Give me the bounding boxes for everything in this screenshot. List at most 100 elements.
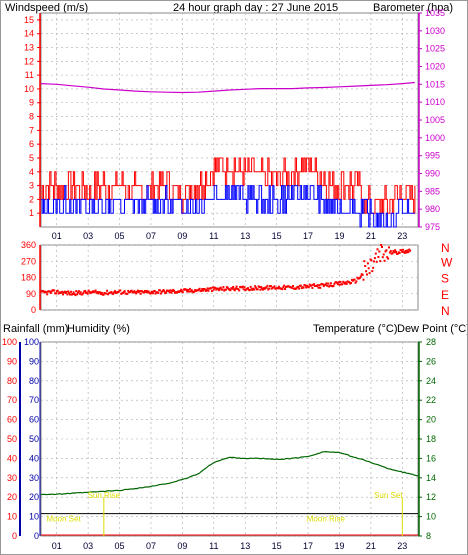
direction-point	[217, 287, 220, 290]
direction-point	[388, 251, 391, 254]
windspeed-label: Windspeed (m/s)	[5, 2, 88, 14]
wind-y-tick-label: 6	[29, 139, 34, 149]
compass-label: N	[441, 304, 450, 318]
direction-point	[321, 283, 324, 286]
temp-y-tick-label: 26	[426, 356, 436, 366]
direction-point	[122, 291, 125, 294]
direction-point	[151, 292, 154, 295]
direction-point	[329, 282, 332, 285]
direction-point	[329, 284, 331, 287]
direction-point	[136, 289, 139, 292]
direction-point	[295, 287, 298, 290]
direction-point	[362, 278, 365, 281]
wind-y-tick-label: 14	[24, 29, 34, 39]
direction-point	[100, 291, 103, 294]
baro-y-tick-label: 990	[425, 169, 440, 179]
x-tick-label: 07	[146, 231, 156, 241]
x-tick-label: 21	[366, 231, 376, 241]
direction-point	[247, 287, 249, 290]
direction-point	[163, 290, 166, 293]
direction-point	[94, 289, 97, 292]
x-tick-label: 23	[397, 231, 407, 241]
rain-y-tick-label: 60	[7, 415, 17, 425]
direction-point	[165, 291, 168, 294]
direction-point	[64, 292, 67, 294]
x-tick-label: 19	[334, 231, 344, 241]
direction-point	[168, 291, 171, 294]
direction-y-tick-label: 270	[21, 256, 36, 266]
direction-point	[61, 290, 64, 293]
dewpoint-label: Dew Point (°C)	[397, 323, 467, 335]
direction-point	[78, 292, 81, 295]
direction-point	[407, 251, 410, 254]
direction-point	[157, 291, 160, 294]
wind-y-tick-label: 15	[24, 15, 34, 25]
direction-point	[77, 291, 79, 294]
direction-point	[79, 291, 82, 294]
temperature-label: Temperature (°C)	[313, 323, 397, 335]
temp-y-tick-label: 12	[426, 492, 436, 502]
direction-point	[242, 288, 245, 291]
direction-point	[188, 287, 191, 290]
baro-y-tick-label: 1025	[425, 44, 445, 54]
direction-point	[368, 272, 371, 275]
wind-y-tick-label: 2	[29, 194, 34, 204]
direction-point	[375, 260, 378, 263]
baro-y-tick-label: 1035	[425, 8, 445, 18]
rain-y-tick-label: 30	[7, 473, 17, 483]
direction-point	[56, 289, 59, 292]
direction-point	[299, 284, 302, 287]
humidity-y-tick-label: 30	[29, 473, 39, 483]
direction-point	[382, 253, 385, 256]
direction-point	[133, 290, 136, 293]
direction-point	[203, 288, 206, 291]
x-tick-label: 07	[146, 541, 156, 551]
direction-point	[332, 285, 335, 287]
x-tick-label: 17	[303, 231, 313, 241]
direction-point	[355, 280, 358, 283]
rain-y-tick-label: 10	[7, 512, 17, 522]
direction-point	[269, 285, 272, 288]
wind-y-tick-label: 13	[24, 43, 34, 53]
direction-point	[317, 286, 320, 289]
temp-y-tick-label: 14	[426, 473, 436, 483]
direction-point	[377, 256, 380, 258]
direction-point	[313, 283, 316, 286]
direction-point	[367, 267, 370, 270]
direction-point	[291, 286, 294, 289]
direction-point	[211, 286, 214, 289]
direction-point	[408, 248, 411, 251]
direction-point	[201, 288, 204, 290]
direction-point	[225, 288, 227, 291]
rainfall-label: Rainfall (mm)	[3, 323, 68, 335]
direction-point	[210, 287, 212, 290]
direction-point	[374, 252, 377, 255]
humidity-y-tick-label: 90	[29, 356, 39, 366]
direction-point	[126, 292, 129, 295]
direction-point	[273, 285, 276, 288]
direction-point	[159, 292, 162, 295]
direction-point	[386, 256, 389, 259]
humidity-label: Humidity (%)	[67, 323, 130, 335]
humidity-y-tick-label: 100	[24, 337, 39, 347]
direction-point	[304, 284, 307, 287]
direction-point	[298, 287, 301, 290]
rain-y-tick-label: 100	[2, 337, 17, 347]
rain-y-tick-label: 80	[7, 376, 17, 386]
direction-point	[260, 286, 263, 289]
direction-point	[143, 291, 146, 294]
direction-point	[403, 251, 406, 254]
direction-point	[134, 291, 137, 294]
direction-point	[57, 292, 60, 295]
direction-y-tick-label: 90	[26, 289, 36, 299]
humidity-y-tick-label: 10	[29, 512, 39, 522]
direction-point	[258, 286, 261, 288]
direction-point	[376, 248, 379, 251]
humidity-y-tick-label: 50	[29, 434, 39, 444]
x-tick-label: 15	[272, 231, 282, 241]
direction-point	[353, 278, 356, 281]
direction-point	[62, 293, 64, 296]
direction-y-tick-label: 180	[21, 273, 36, 283]
baro-y-tick-label: 1000	[425, 133, 445, 143]
compass-label: E	[441, 288, 449, 302]
